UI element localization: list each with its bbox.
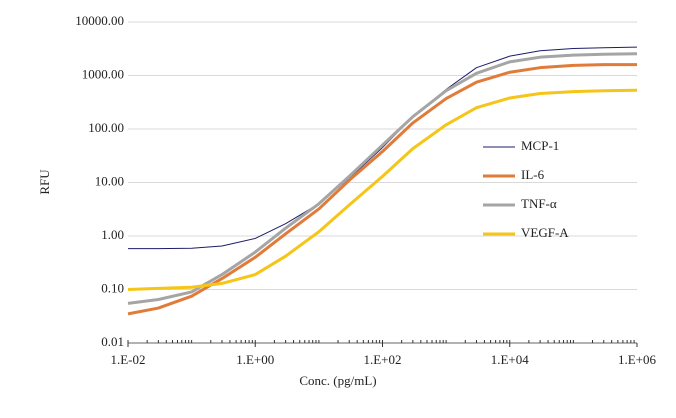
x-axis-label: Conc. (pg/mL) [299, 373, 376, 388]
data-line [127, 52, 638, 305]
data-line [127, 63, 637, 316]
y-tick-label: 100.00 [88, 120, 124, 135]
x-tick-label: 1.E+06 [618, 352, 657, 367]
legend-label: IL-6 [521, 167, 545, 182]
y-tick-label: 0.10 [101, 280, 124, 295]
legend-label: MCP-1 [521, 138, 559, 153]
y-tick-label: 1000.00 [82, 66, 124, 81]
y-tick-label: 10.00 [95, 173, 124, 188]
y-axis-label: RFU [37, 169, 52, 195]
data-line [128, 46, 638, 250]
legend-label: TNF-α [521, 196, 557, 211]
x-tick-label: 1.E+04 [491, 352, 530, 367]
x-tick-label: 1.E-02 [110, 352, 145, 367]
data-line [127, 88, 638, 291]
x-tick-label: 1.E+00 [236, 352, 274, 367]
x-tick-label: 1.E+02 [363, 352, 401, 367]
y-tick-label: 1.00 [101, 227, 124, 242]
legend-label: VEGF-A [521, 225, 569, 240]
y-tick-label: 0.01 [101, 334, 124, 349]
y-tick-label: 10000.00 [75, 13, 124, 28]
